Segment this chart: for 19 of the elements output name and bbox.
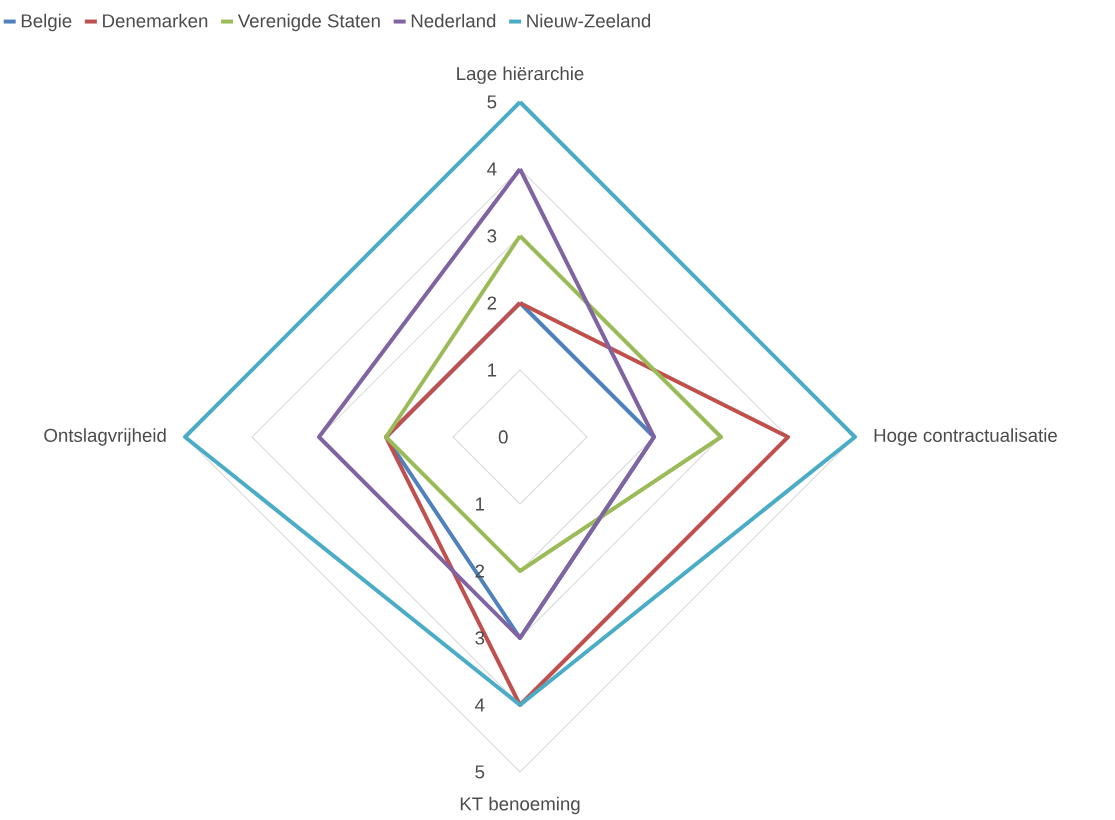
text: 3 [475,631,485,645]
y-tick-label: 2 [487,296,497,310]
spoke-label: Ontslagvrijheid [44,428,166,446]
legend-label: Belgie [21,13,72,32]
text: 4 [475,698,485,712]
spoke-label: KT benoeming [460,796,580,815]
y-tick-label: 1 [488,363,497,377]
y-tick-label: 3 [487,229,497,243]
legend-label: Denemarken [103,13,208,28]
y-tick-label: 4 [487,162,497,176]
spoke-label: Hoge contractualisatie [874,428,1057,446]
spoke-label: Lage hiërarchie [457,66,584,84]
y-tick-label: 5 [487,95,497,109]
y-tick-label: 0 [498,430,508,444]
text: 1 [476,497,485,511]
legend-label: Nederland [411,13,496,28]
legend-label: Verenigde Staten [237,13,380,32]
text: 5 [475,765,485,779]
legend-label: Nieuw-Zeeland [527,13,651,28]
